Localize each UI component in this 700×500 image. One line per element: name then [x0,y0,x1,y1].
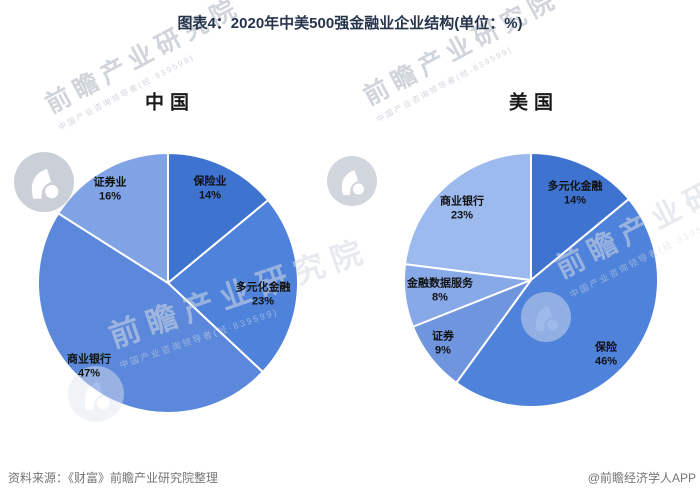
slice-label-value: 9% [435,345,451,357]
us-label-insurance: 保险 46% [595,341,617,370]
pie-slice-insurance [167,152,270,284]
slice-label-text: 证券 [432,330,454,343]
cn-label-insurance: 保险业 14% [194,175,227,204]
slice-label-value: 14% [563,195,587,207]
slice-label-value: 46% [594,356,618,368]
source-note: 资料来源：《财富》前瞻产业研究院整理 [8,471,219,485]
pie-slice-commercial-bank [37,212,264,414]
slice-label-text: 商业银行 [440,195,484,208]
app-credit: @前瞻经济学人APP [587,471,696,485]
us-label-securities: 证券 9% [432,330,454,359]
slice-label-text: 保险 [595,341,617,354]
slice-label-text: 保险业 [193,175,227,188]
slice-label-text: 多元化金融 [547,180,603,193]
figure-title: 图表4：2020年中美500强金融业企业结构(单位：%) [177,15,523,32]
slice-label-value: 14% [198,190,222,202]
china-pie-chart [37,152,299,414]
slice-label-text: 多元化金融 [235,281,291,294]
usa-pie-chart [403,152,659,408]
us-label-diversified-finance: 多元化金融 14% [548,180,603,209]
china-chart-title: 中国 [144,92,196,114]
cn-label-securities: 证券业 16% [94,176,127,205]
usa-chart-title: 美国 [508,92,560,114]
watermark-sub-text: 中国产业咨询领导者(经·839599) [57,52,197,133]
slice-label-text: 金融数据服务 [407,277,473,290]
us-label-financial-data-services: 金融数据服务 8% [407,277,473,306]
slice-label-value: 23% [450,210,474,222]
slice-label-value: 8% [432,292,448,304]
pie-slice-commercial-bank [404,152,532,281]
pie-slice-insurance [455,198,659,408]
slice-label-value: 16% [98,191,122,203]
slice-label-value: 47% [77,368,101,380]
slice-label-text: 证券业 [93,176,127,189]
slice-label-value: 23% [251,296,275,308]
slice-label-text: 商业银行 [67,353,111,366]
us-label-commercial-bank: 商业银行 23% [440,195,484,224]
pie-slice-diversified-finance [530,152,630,281]
cn-label-commercial-bank: 商业银行 47% [67,353,111,382]
qianzhan-logo-icon [327,156,377,206]
pie-slice-diversified-finance [167,199,299,373]
cn-label-diversified-finance: 多元化金融 23% [236,281,291,310]
